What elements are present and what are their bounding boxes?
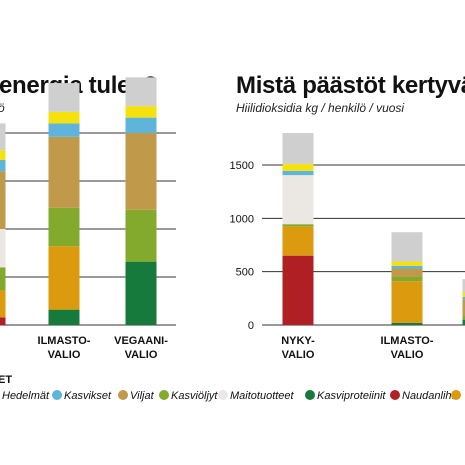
legend-swatch	[52, 390, 62, 400]
right-bar-segment	[391, 281, 423, 323]
legend-swatch	[218, 390, 228, 400]
legend-label: Kasviproteiinit	[317, 390, 386, 402]
legend-label: Kasvikset	[64, 390, 112, 402]
left-bar-segment	[48, 111, 80, 124]
right-bar-segment	[282, 226, 314, 256]
legend-label: Naudanliha	[402, 390, 458, 402]
legend-swatch	[390, 390, 400, 400]
right-bar-segment	[462, 319, 465, 325]
legend-label: Maitotuotteet	[230, 390, 295, 402]
legend-label: Viljat	[130, 390, 155, 402]
left-bar-segment	[0, 290, 6, 318]
right-bar-segment	[462, 315, 465, 320]
left-bar-segment	[0, 229, 6, 268]
right-bar-segment	[282, 170, 314, 176]
left-category-label: ILMASTO-	[38, 335, 91, 347]
right-y-tick-label: 1500	[230, 160, 254, 172]
left-bar-segment	[48, 246, 80, 310]
left-bar-segment	[48, 136, 80, 208]
right-y-tick-label: 500	[236, 267, 254, 279]
right-bar-segment	[391, 261, 423, 266]
right-bar-segment	[282, 224, 314, 227]
right-bar-segment	[391, 232, 423, 262]
right-bar-segment	[282, 163, 314, 171]
legend-swatch	[451, 390, 461, 400]
right-bar-segment	[462, 279, 465, 293]
right-bar-segment	[282, 255, 314, 325]
right-category-label: ILMASTO-	[381, 335, 434, 347]
right-y-tick-label: 1000	[230, 213, 254, 225]
legend: ET Hedelmät Kasvikset Viljat Kasviöljyt Maito…	[0, 374, 461, 402]
right-bar-segment	[391, 268, 423, 277]
left-bar-segment	[125, 209, 157, 262]
left-category-label: VALIO	[48, 349, 81, 361]
left-bar-segment	[0, 267, 6, 291]
right-chart-title: Mistä päästöt kertyvät	[236, 72, 465, 99]
legend-label: Kasviöljyt	[171, 390, 218, 402]
left-bar-segment	[125, 106, 157, 118]
left-category-label: VEGAANI-	[114, 335, 168, 347]
right-bar-segment	[391, 322, 423, 325]
left-bar-segment	[125, 133, 157, 210]
left-bar-segment	[0, 317, 6, 325]
right-bar-segment	[462, 296, 465, 300]
right-bar-segment	[391, 277, 423, 282]
left-bar-segment	[48, 123, 80, 137]
left-bar-segment	[125, 261, 157, 325]
left-category-label: VALIO	[125, 349, 158, 361]
right-bar-segment	[391, 265, 423, 269]
right-y-tick-label: 0	[248, 320, 254, 332]
left-bar-segment	[125, 77, 157, 107]
right-category-label: VALIO	[282, 349, 315, 361]
right-bar-segment	[462, 299, 465, 316]
legend-header: ET	[0, 374, 12, 386]
left-bar-segment	[125, 117, 157, 133]
right-chart-subtitle: Hiilidioksidia kg / henkilö / vuosi	[236, 101, 404, 115]
right-bar-segment	[282, 133, 314, 164]
left-chart-subtitle: ö	[0, 101, 5, 115]
right-category-label: NYKY-	[281, 335, 315, 347]
right-bar-segment	[282, 175, 314, 225]
left-bar-segment	[0, 150, 6, 160]
left-bar-segment	[0, 123, 6, 151]
left-bar-segment	[48, 83, 80, 112]
legend-swatch	[118, 390, 128, 400]
legend-label: Hedelmät	[2, 390, 50, 402]
legend-swatch	[159, 390, 169, 400]
legend-swatch	[305, 390, 315, 400]
right-bar-segment	[462, 292, 465, 297]
left-bar-segment	[48, 309, 80, 325]
left-bar-segment	[48, 207, 80, 247]
left-bar-segment	[0, 159, 6, 172]
left-bar-segment	[0, 171, 6, 229]
right-category-label: VALIO	[391, 349, 424, 361]
